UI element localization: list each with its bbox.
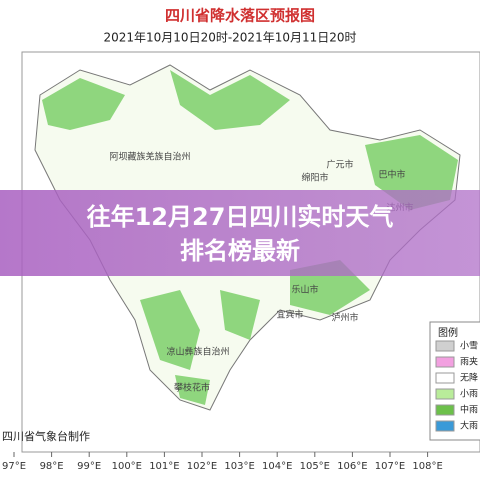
overlay-title: 排名榜最新 xyxy=(180,237,300,265)
legend-label: 无降 xyxy=(460,372,478,384)
longitude-label: 102°E xyxy=(187,461,217,472)
city-label: 泸州市 xyxy=(331,312,358,324)
longitude-label: 103°E xyxy=(224,461,254,472)
overlay-title: 往年12月27日四川实时天气 xyxy=(87,203,394,231)
longitude-label: 97°E xyxy=(2,461,26,472)
legend-label: 中雨 xyxy=(460,404,478,416)
city-label: 阿坝藏族羌族自治州 xyxy=(109,151,190,163)
rain-area xyxy=(42,78,125,130)
overlay-band xyxy=(0,190,480,276)
legend-label: 小雨 xyxy=(460,389,478,400)
legend-swatch xyxy=(435,404,455,416)
legend-swatch xyxy=(435,340,455,352)
city-label: 凉山彝族自治州 xyxy=(166,346,229,358)
map-title: 四川省降水落区预报图 xyxy=(165,7,315,25)
city-label: 广元市 xyxy=(326,159,353,171)
legend-swatch xyxy=(435,372,455,384)
longitude-label: 98°E xyxy=(40,461,64,472)
city-label: 乐山市 xyxy=(291,284,318,296)
legend-label: 雨夹 xyxy=(460,356,478,368)
rain-area xyxy=(220,290,260,340)
legend-swatch xyxy=(435,356,455,368)
longitude-label: 99°E xyxy=(77,461,101,472)
rain-areas xyxy=(42,70,458,405)
legend-title: 图例 xyxy=(438,326,458,339)
longitude-label: 108°E xyxy=(412,461,442,472)
rain-area xyxy=(140,290,200,370)
rain-area xyxy=(175,375,210,405)
credit: 四川省气象台制作 xyxy=(2,429,90,443)
city-label: 宜宾市 xyxy=(276,309,303,321)
legend-label: 大雨 xyxy=(460,420,478,432)
longitude-label: 106°E xyxy=(337,461,367,472)
rain-area xyxy=(170,70,290,130)
longitude-label: 107°E xyxy=(375,461,405,472)
legend-label: 小雪 xyxy=(460,341,478,352)
longitude-label: 105°E xyxy=(300,461,330,472)
longitude-label: 104°E xyxy=(262,461,292,472)
legend-swatch xyxy=(435,388,455,400)
map-subtitle: 2021年10月10日20时-2021年10月11日20时 xyxy=(103,31,356,45)
legend-swatch xyxy=(435,420,455,432)
city-label: 攀枝花市 xyxy=(174,382,210,394)
longitude-labels: 97°E 98°E 99°E 100°E 101°E 102°E 103°E 104°E 105… xyxy=(2,452,443,472)
city-label: 巴中市 xyxy=(378,169,405,181)
city-label: 绵阳市 xyxy=(301,172,328,184)
longitude-label: 100°E xyxy=(112,461,142,472)
longitude-label: 101°E xyxy=(149,461,179,472)
